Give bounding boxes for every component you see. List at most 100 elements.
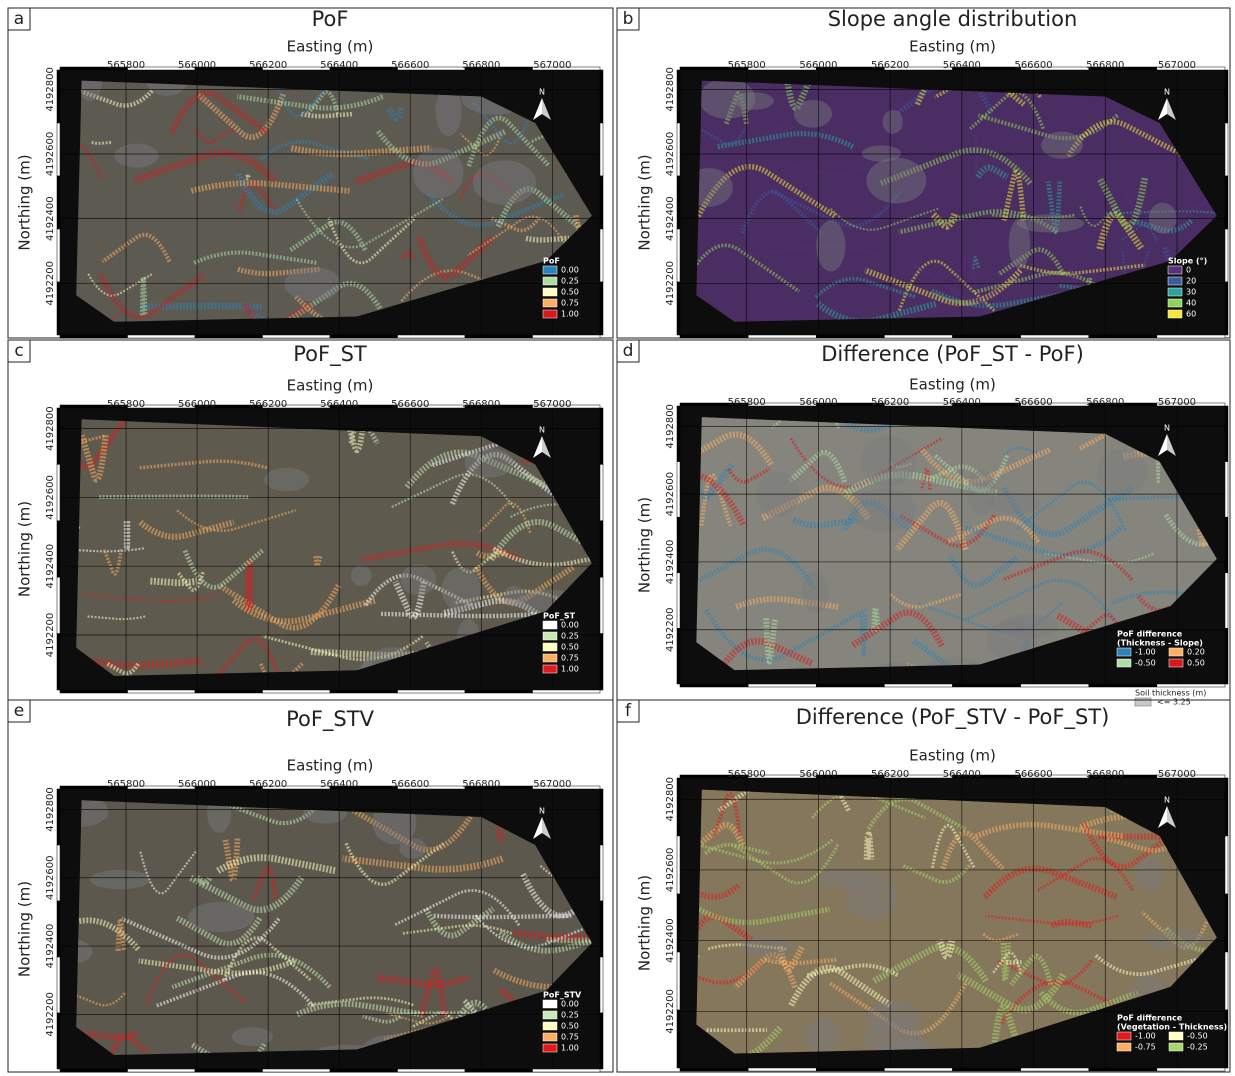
y-tick-label: 4192200: [45, 261, 56, 306]
y-tick-label: 4192200: [665, 989, 676, 1034]
x-tick-label: 566600: [391, 399, 429, 410]
x-tick-label: 566200: [871, 397, 909, 408]
frame-segment: [330, 690, 398, 693]
x-axis-label: Easting (m): [909, 376, 996, 394]
terrain-patch: [850, 488, 916, 533]
frame-segment: [533, 335, 601, 338]
y-tick-label: 4192400: [45, 924, 56, 969]
y-tick-label: 4192800: [45, 406, 56, 451]
frame-segment: [677, 952, 680, 1010]
frame-segment: [677, 517, 680, 573]
frame-segment: [677, 176, 680, 229]
x-tick-label: 566000: [799, 397, 837, 408]
x-tick-label: 567000: [1158, 769, 1196, 780]
frame-segment: [600, 1013, 603, 1069]
frame-segment: [677, 573, 680, 629]
frame-segment: [1225, 406, 1228, 462]
panel-title: PoF_ST: [293, 342, 367, 367]
x-tick-label: 566600: [1014, 397, 1052, 408]
frame-segment: [60, 690, 128, 693]
frame-segment: [600, 634, 603, 690]
frame-segment: [677, 406, 680, 462]
frame-segment: [748, 684, 816, 687]
frame-segment: [677, 462, 680, 518]
frame-segment: [677, 123, 680, 176]
x-tick-label: 566800: [462, 779, 500, 790]
frame-segment: [57, 901, 60, 957]
map-panel: bSlope angle distributionEasting (m)Nort…: [558, 7, 1235, 348]
frame-segment: [1225, 176, 1228, 229]
x-tick-label: 566600: [1014, 60, 1052, 71]
frame-segment: [330, 335, 398, 338]
frame-segment: [398, 1069, 466, 1072]
x-tick-label: 566400: [320, 60, 358, 71]
frame-segment: [1225, 778, 1228, 836]
y-tick-label: 4192600: [665, 132, 676, 177]
x-tick-label: 566200: [871, 60, 909, 71]
frame-segment: [533, 690, 601, 693]
frame-segment: [677, 628, 680, 684]
legend-label: 0.20: [1187, 648, 1205, 657]
frame-segment: [816, 335, 884, 338]
legend-swatch: [543, 632, 557, 640]
legend-swatch: [1168, 277, 1182, 285]
frame-segment: [465, 690, 533, 693]
frame-segment: [600, 464, 603, 520]
y-tick-label: 4192800: [45, 67, 56, 112]
terrain-patch: [114, 144, 158, 168]
y-axis-label: Northing (m): [636, 154, 654, 250]
terrain-patch: [399, 838, 427, 859]
legend-label: 40: [1186, 299, 1196, 308]
y-tick-label: 4192200: [665, 607, 676, 652]
frame-segment: [57, 70, 60, 123]
legend-label: 1.00: [561, 310, 579, 319]
frame-segment: [195, 1069, 263, 1072]
terrain-patch: [264, 468, 309, 492]
legend-swatch: [543, 310, 557, 318]
legend-swatch: [1168, 299, 1182, 307]
y-tick-label: 4192800: [665, 404, 676, 449]
terrain-patch: [1097, 450, 1148, 496]
frame-segment: [57, 123, 60, 176]
frame-segment: [748, 1068, 816, 1071]
frame-segment: [600, 845, 603, 901]
y-axis-label: Northing (m): [16, 881, 34, 977]
terrain-patch: [861, 436, 916, 487]
x-tick-label: 566400: [943, 60, 981, 71]
frame-segment: [57, 1013, 60, 1069]
terrain-patch: [232, 1027, 273, 1046]
soil-note-label: <= 3.25: [1157, 698, 1191, 707]
y-tick-label: 4192600: [665, 848, 676, 893]
x-tick-label: 566400: [943, 397, 981, 408]
legend-swatch: [543, 266, 557, 274]
map-panel: dDifference (PoF_ST - PoF)Easting (m)Nor…: [599, 340, 1235, 707]
y-axis-label: Northing (m): [16, 501, 34, 597]
x-tick-label: 566600: [1014, 769, 1052, 780]
frame-segment: [600, 789, 603, 845]
legend-swatch: [543, 299, 557, 307]
frame-segment: [57, 957, 60, 1013]
panel-title: PoF: [312, 7, 349, 31]
frame-segment: [263, 1069, 331, 1072]
frame-segment: [677, 778, 680, 836]
frame-segment: [263, 690, 331, 693]
x-tick-label: 565800: [728, 769, 766, 780]
frame-segment: [680, 335, 748, 338]
frame-segment: [600, 577, 603, 633]
terrain-patch: [351, 565, 372, 586]
frame-segment: [600, 123, 603, 176]
legend-swatch: [543, 1022, 557, 1030]
terrain-patch: [90, 870, 151, 889]
x-tick-label: 566200: [249, 60, 287, 71]
x-tick-label: 565800: [107, 399, 145, 410]
legend-swatch: [1168, 310, 1182, 318]
x-tick-label: 566400: [320, 399, 358, 410]
legend-title: PoF_ST: [543, 612, 576, 621]
frame-segment: [1225, 70, 1228, 123]
figure: aPoFEasting (m)Northing (m)5658005660005…: [0, 0, 1235, 1076]
frame-segment: [600, 521, 603, 577]
x-tick-label: 566400: [320, 779, 358, 790]
north-label: N: [539, 88, 545, 97]
frame-segment: [1157, 684, 1225, 687]
